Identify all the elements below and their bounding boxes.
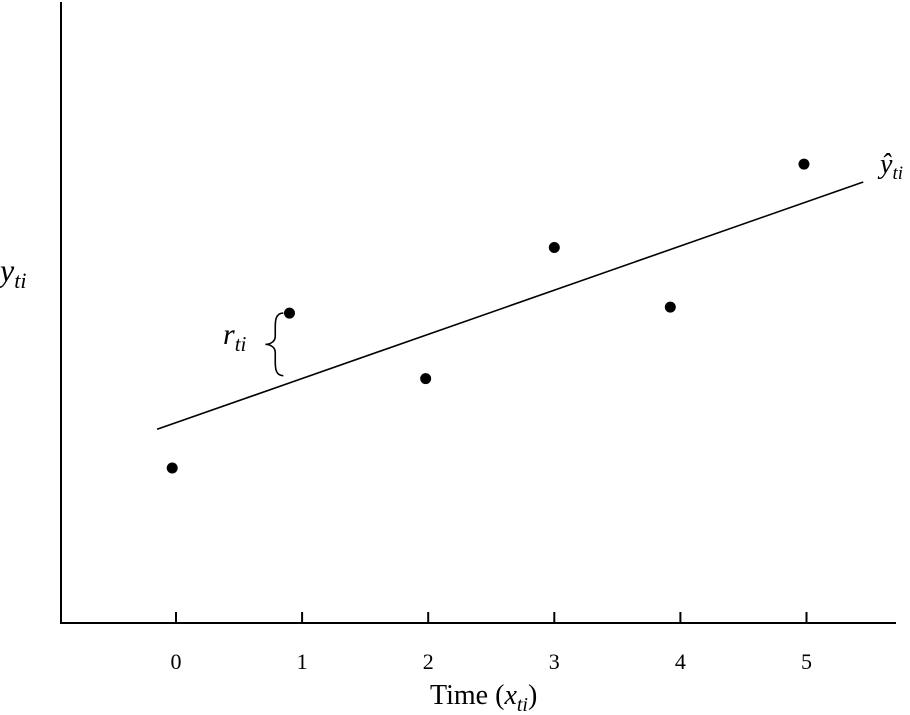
x-axis-ticks	[175, 612, 808, 623]
data-point-6	[798, 158, 810, 170]
y-axis-label: yti	[0, 252, 26, 293]
data-point-2	[283, 307, 295, 319]
x-tick-label-1: 1	[297, 649, 308, 674]
x-tick-label-2: 2	[423, 649, 434, 674]
data-point-3	[420, 373, 432, 385]
x-tick-label-3: 3	[549, 649, 560, 674]
residual-brace	[265, 312, 284, 377]
residual-label: rti	[223, 318, 247, 356]
x-axis-tick-labels: 0 1 2 3 4 5	[171, 649, 813, 674]
fitted-line-label: ŷti	[877, 149, 903, 184]
data-point-4	[548, 242, 560, 254]
data-point-5	[664, 301, 676, 313]
x-tick-label-4: 4	[675, 649, 686, 674]
data-point-1	[166, 462, 178, 474]
fitted-regression-line	[156, 181, 864, 431]
data-points	[166, 158, 810, 474]
x-axis-title: Time (xti)	[430, 680, 537, 715]
x-tick-label-5: 5	[801, 649, 812, 674]
x-tick-label-0: 0	[171, 649, 182, 674]
